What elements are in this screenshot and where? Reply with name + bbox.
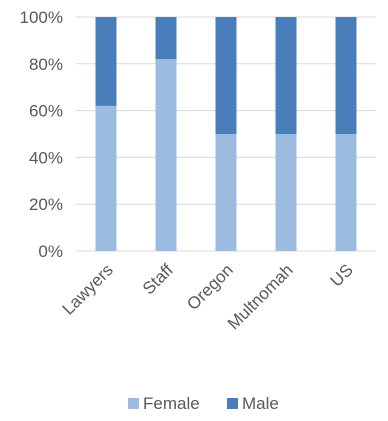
legend-swatch-female xyxy=(128,398,139,409)
bar-segment-female xyxy=(275,134,297,251)
bars xyxy=(95,17,357,252)
y-tick-label: 0% xyxy=(38,242,63,261)
x-tick-label: Multnomah xyxy=(224,260,297,333)
x-tick-label: US xyxy=(327,260,357,290)
legend-swatch-male xyxy=(227,398,238,409)
bar-segment-female xyxy=(155,59,177,252)
bar-segment-female xyxy=(95,105,117,251)
bar-segment-male xyxy=(335,17,357,134)
y-tick-label: 20% xyxy=(29,195,63,214)
y-tick-label: 100% xyxy=(20,8,63,27)
bar-segment-male xyxy=(95,17,117,106)
x-tick-label: Lawyers xyxy=(59,260,117,318)
x-tick-label: Staff xyxy=(139,260,177,298)
bar-segment-male xyxy=(275,17,297,134)
bar-segment-female xyxy=(215,134,237,251)
legend-label-female: Female xyxy=(143,394,200,413)
bar-segment-female xyxy=(335,134,357,251)
bar-segment-male xyxy=(215,17,237,134)
y-tick-label: 40% xyxy=(29,148,63,167)
y-tick-label: 60% xyxy=(29,102,63,121)
x-tick-label: Oregon xyxy=(183,260,237,314)
y-tick-label: 80% xyxy=(29,55,63,74)
bar-segment-male xyxy=(155,17,177,60)
legend: Female Male xyxy=(128,394,279,413)
y-axis-ticks: 0% 20% 40% 60% 80% 100% xyxy=(20,8,63,261)
legend-label-male: Male xyxy=(242,394,279,413)
